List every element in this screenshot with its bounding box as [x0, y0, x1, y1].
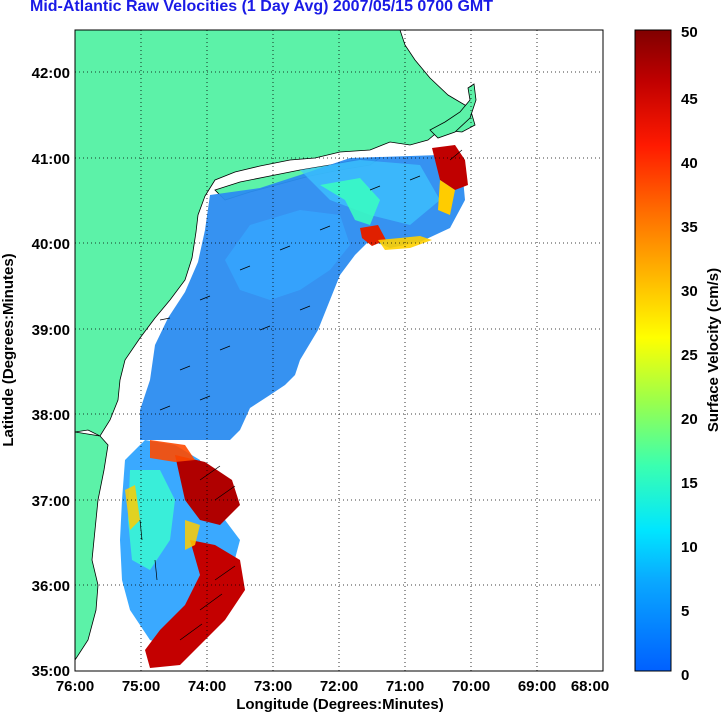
colorbar-tick-label: 40: [681, 155, 698, 172]
colorbar-tick-label: 50: [681, 24, 698, 41]
y-tick-label: 38:00: [32, 407, 70, 424]
x-tick-label: 71:00: [386, 678, 424, 695]
velocity-vectors: [139, 149, 463, 641]
colorbar-tick-label: 30: [681, 283, 698, 300]
colorbar-label: Surface Velocity (cm/s): [705, 268, 722, 432]
y-tick-label: 36:00: [32, 578, 70, 595]
colorbar-tick-label: 0: [681, 667, 689, 684]
colorbar-tick-label: 25: [681, 347, 698, 364]
y-tick-label: 41:00: [32, 151, 70, 168]
colorbar-tick-label: 20: [681, 411, 698, 428]
y-tick-label: 40:00: [32, 236, 70, 253]
colorbar-tick-label: 10: [681, 539, 698, 556]
x-axis-label: Longitude (Degrees:Minutes): [236, 696, 444, 713]
plot-border: [74, 29, 604, 672]
x-tick-label: 75:00: [122, 678, 160, 695]
y-tick-label: 37:00: [32, 493, 70, 510]
x-tick-label: 68:00: [571, 678, 609, 695]
map-grid: [75, 30, 603, 671]
x-tick-labels: 76:00 75:00 74:00 73:00 72:00 71:00 70:0…: [56, 678, 609, 695]
x-tick-label: 74:00: [188, 678, 226, 695]
x-tick-label: 72:00: [320, 678, 358, 695]
colorbar-tick-labels: 0 5 10 15 20 25 30 35 40 45 50: [681, 24, 698, 684]
colorbar-tick-label: 5: [681, 603, 689, 620]
y-tick-labels: 42:00 41:00 40:00 39:00 38:00 37:00 36:0…: [32, 65, 70, 680]
y-tick-label: 35:00: [32, 663, 70, 680]
colorbar-tick-label: 35: [681, 219, 698, 236]
colorbar-tick-label: 45: [681, 91, 698, 108]
x-tick-label: 73:00: [254, 678, 292, 695]
page-title: Mid-Atlantic Raw Velocities (1 Day Avg) …: [30, 0, 493, 15]
colorbar-tick-label: 15: [681, 475, 698, 492]
x-tick-label: 76:00: [56, 678, 94, 695]
x-tick-label: 69:00: [518, 678, 556, 695]
y-axis-label: Latitude (Degrees:Minutes): [0, 253, 17, 446]
y-tick-label: 42:00: [32, 65, 70, 82]
land-mid-atlantic-south: [75, 431, 109, 661]
land-cape-cod: [429, 83, 477, 139]
colorbar: [634, 29, 672, 672]
y-tick-label: 39:00: [32, 322, 70, 339]
velocity-field: [120, 145, 468, 668]
x-tick-label: 70:00: [452, 678, 490, 695]
